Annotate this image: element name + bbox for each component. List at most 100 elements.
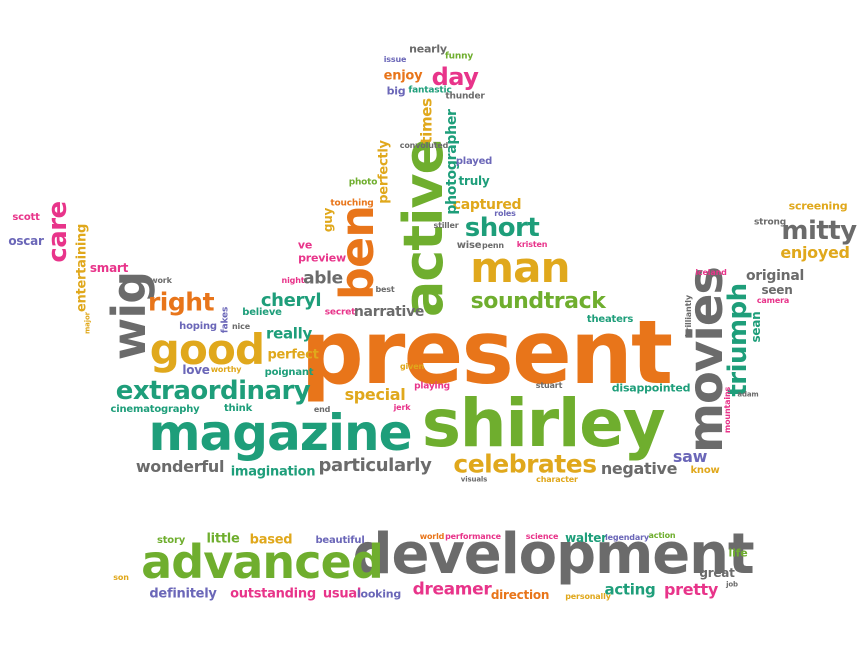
word-dreamer: dreamer: [412, 579, 492, 600]
word-know: know: [690, 465, 720, 476]
word-science: science: [525, 532, 559, 541]
word-brilliantly: brilliantly: [684, 295, 693, 337]
word-strong: strong: [753, 217, 787, 228]
word-great: great: [699, 566, 735, 580]
word-secret: secret: [324, 307, 356, 318]
word-playing: playing: [414, 381, 450, 392]
word-based: based: [249, 532, 293, 548]
word-usual: usual: [322, 586, 362, 602]
word-theaters: theaters: [586, 314, 634, 325]
word-imagination: imagination: [230, 464, 316, 480]
word-issue: issue: [383, 55, 407, 64]
word-best: best: [375, 285, 395, 294]
word-looking: looking: [356, 587, 402, 601]
word-poignant: poignant: [264, 367, 314, 378]
word-development: development: [352, 522, 755, 587]
word-major: major: [83, 312, 92, 334]
word-action: action: [648, 531, 676, 540]
word-original: original: [745, 268, 805, 284]
word-fantastic: fantastic: [408, 85, 452, 96]
word-ve: ve: [297, 238, 313, 252]
word-stiller: stiller: [433, 221, 459, 230]
word-convoluted: convoluted: [399, 141, 449, 150]
word-guy: guy: [321, 207, 335, 233]
word-screening: screening: [788, 199, 848, 213]
word-cheryl: cheryl: [260, 290, 322, 311]
word-performance: performance: [445, 532, 501, 541]
word-really: really: [266, 324, 312, 343]
word-celebrates: celebrates: [453, 449, 597, 479]
word-perfectly: perfectly: [376, 140, 392, 204]
word-enjoy: enjoy: [383, 68, 423, 84]
word-walter: walter: [565, 531, 607, 545]
word-character: character: [536, 475, 578, 484]
word-disappointed: disappointed: [611, 381, 691, 395]
word-saw: saw: [672, 447, 708, 466]
word-penn: penn: [482, 241, 504, 250]
word-legendary: legendary: [605, 533, 649, 542]
word-visuals: visuals: [460, 475, 488, 484]
word-job: job: [726, 580, 738, 589]
word-right: right: [147, 287, 215, 317]
word-enjoyed: enjoyed: [780, 243, 850, 262]
word-mitty: mitty: [781, 216, 857, 246]
word-present: present: [300, 301, 673, 404]
word-shirley: shirley: [421, 385, 666, 462]
word-wise: wise: [456, 240, 482, 251]
word-iceland: iceland: [695, 268, 727, 277]
word-preview: preview: [298, 251, 346, 265]
word-magazine: magazine: [148, 404, 412, 462]
word-thunder: thunder: [445, 91, 485, 102]
word-life: life: [728, 546, 748, 560]
word-wonderful: wonderful: [135, 457, 225, 476]
word-perfect: perfect: [267, 347, 319, 363]
word-mountains: mountains: [723, 386, 732, 434]
word-wig: wig: [102, 271, 156, 361]
word-able: able: [303, 268, 343, 289]
word-roles: roles: [494, 209, 516, 218]
word-cinematography: cinematography: [110, 404, 200, 415]
word-particularly: particularly: [318, 455, 432, 476]
word-short: short: [464, 213, 540, 243]
word-little: little: [206, 531, 240, 547]
word-adam: adam: [737, 390, 759, 399]
word-jerk: jerk: [393, 403, 411, 412]
word-funny: funny: [444, 51, 474, 62]
word-day: day: [431, 63, 479, 91]
word-sean: sean: [749, 311, 763, 343]
word-hoping: hoping: [179, 321, 217, 332]
word-extraordinary: extraordinary: [115, 376, 311, 406]
word-world: world: [419, 532, 445, 541]
word-entertaining: entertaining: [74, 223, 90, 313]
word-definitely: definitely: [149, 586, 217, 602]
word-photo: photo: [348, 177, 378, 188]
word-triumph: triumph: [723, 283, 753, 397]
word-special: special: [344, 385, 406, 404]
word-kristen: kristen: [516, 240, 548, 249]
word-big: big: [386, 84, 406, 98]
word-played: played: [455, 156, 493, 167]
word-love: love: [182, 363, 210, 377]
word-night: night: [281, 276, 305, 285]
word-touching: touching: [330, 198, 374, 209]
word-narrative: narrative: [353, 304, 425, 320]
word-son: son: [113, 573, 129, 582]
word-story: story: [156, 535, 186, 546]
word-truly: truly: [458, 174, 490, 188]
word-work: work: [150, 276, 172, 285]
word-advanced: advanced: [141, 535, 384, 589]
word-camera: camera: [756, 296, 790, 305]
word-nice: nice: [232, 322, 250, 331]
word-oscar: oscar: [8, 234, 44, 248]
word-worthy: worthy: [210, 365, 242, 374]
word-scott: scott: [12, 212, 40, 223]
word-pretty: pretty: [663, 580, 719, 599]
word-stuart: stuart: [535, 381, 563, 390]
word-nearly: nearly: [409, 42, 447, 56]
word-personally: personally: [565, 592, 611, 601]
word-good: good: [149, 325, 265, 374]
word-captured: captured: [452, 197, 522, 213]
word-believe: believe: [242, 307, 282, 318]
word-think: think: [223, 403, 253, 414]
